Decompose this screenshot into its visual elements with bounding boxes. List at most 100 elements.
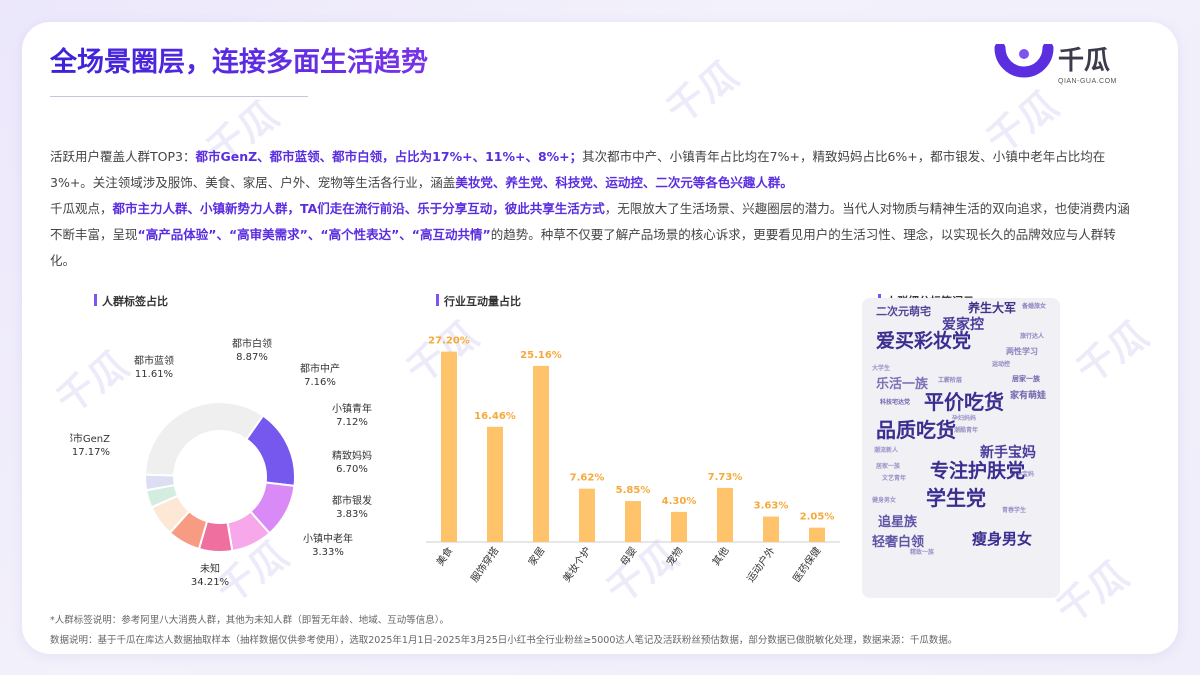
donut-value-label: 7.12%	[336, 417, 368, 428]
summary-text: ，无限放大了生活场景、兴趣圈层的潜力。当代人对物质与精神生活的双向追求，也使消费…	[50, 201, 1130, 242]
wordcloud-word: 工薪阶层	[938, 377, 963, 384]
wordcloud-word: 新手宝妈	[980, 445, 1036, 461]
summary-highlight: 都市GenZ、都市蓝领、都市白领，占比为17%+、11%+、8%+；	[195, 149, 583, 164]
bar	[533, 365, 549, 542]
bar	[809, 527, 825, 542]
bar-category-label: 服饰穿搭	[468, 544, 502, 584]
wordcloud-word: 追星族	[878, 515, 918, 530]
brand-logo: 千瓜 QIAN-GUA.COM	[994, 38, 1134, 96]
bar	[671, 511, 687, 542]
wordcloud-word: 爱买彩妆党	[876, 330, 972, 352]
donut-value-label: 6.70%	[336, 464, 368, 475]
wordcloud-word: 科技宅达党	[880, 399, 911, 406]
donut-section-label: 人群标签占比	[94, 293, 168, 309]
summary-highlight: “高产品体验”、“高审美需求”、“高个性表达”、“高互动共情”	[137, 227, 491, 242]
watermark: 千瓜	[1068, 312, 1156, 393]
donut-value-label: 8.87%	[236, 352, 268, 363]
bar-category-label: 家居	[525, 544, 547, 568]
bar-value-label: 16.46%	[474, 411, 516, 422]
wordcloud-word: 平价吃货	[924, 390, 1004, 414]
wordcloud-word: 专注护肤党	[930, 460, 1026, 482]
bar-value-label: 4.30%	[662, 496, 697, 507]
wordcloud-word: 家有萌娃	[1010, 391, 1047, 401]
donut-category-label: 都市蓝领	[134, 354, 174, 367]
wordcloud-word: 备婚旅女	[1022, 303, 1047, 310]
footnote-tag-explanation: *人群标签说明：参考阿里八大消费人群，其他为未知人群（即暂无年龄、地域、互动等信…	[50, 615, 450, 626]
summary-paragraph-1: 活跃用户覆盖人群TOP3：都市GenZ、都市蓝领、都市白领，占比为17%+、11…	[50, 144, 1130, 196]
summary-text: 其次都市中产、小镇青年占比均在7%+，精致妈妈占比6%+，都市银发、小镇中老年占…	[50, 149, 1106, 190]
wordcloud-word: 潮酷青年	[954, 427, 979, 434]
donut-category-label: 小镇中老年	[303, 532, 353, 545]
wordcloud-word: 青春学生	[1002, 507, 1027, 514]
summary-paragraph-2: 千瓜观点，都市主力人群、小镇新势力人群，TA们走在流行前沿、乐于分享互动，彼此共…	[50, 196, 1130, 274]
bar	[487, 426, 503, 542]
summary-text: 活跃用户覆盖人群TOP3：	[50, 149, 196, 164]
title-underline	[50, 96, 308, 97]
wordcloud-word: 乐活一族	[876, 377, 929, 392]
wordcloud-word: 居家一族	[1012, 375, 1040, 383]
footnote-data-explanation: 数据说明：基于千瓜在库达人数据抽取样本（抽样数据仅供参考使用），选取2025年1…	[50, 635, 958, 646]
watermark: 千瓜	[658, 52, 746, 133]
bar-category-label: 运动户外	[744, 544, 778, 584]
bar-section-label: 行业互动量占比	[436, 293, 521, 309]
bar-category-label: 美食	[433, 544, 455, 568]
wordcloud-word: 文艺青年	[882, 475, 907, 482]
wordcloud-word: 居家一族	[876, 463, 901, 470]
donut-value-label: 7.16%	[304, 377, 336, 388]
donut-category-label: 都市中产	[300, 362, 340, 375]
wordcloud-word: 大学生	[872, 365, 891, 372]
wordcloud-word: 旅行达人	[1020, 333, 1045, 340]
bar-category-label: 其他	[709, 544, 731, 568]
bar-value-label: 3.63%	[754, 501, 789, 512]
logo-sub: QIAN-GUA.COM	[1058, 78, 1117, 85]
logo-name: 千瓜	[1058, 46, 1111, 76]
wordcloud-word: 备孕宝妈	[1010, 471, 1035, 478]
donut-category-label: 都市GenZ	[70, 432, 110, 445]
bar	[625, 501, 641, 542]
wordcloud-word: 轻奢白领	[872, 535, 925, 550]
wordcloud-word: 健身男女	[872, 497, 897, 504]
bar-chart: 27.20% 美食 16.46% 服饰穿搭 25.16% 家居 7.62% 美妆个护 5.85%…	[426, 336, 840, 584]
donut-category-label: 精致妈妈	[332, 449, 372, 462]
bar-value-label: 7.73%	[708, 472, 743, 483]
wordcloud-word: 精致一族	[910, 549, 935, 556]
bar-value-label: 2.05%	[800, 512, 835, 523]
bar-category-label: 宠物	[663, 544, 685, 568]
donut-value-label: 34.21%	[191, 577, 229, 588]
wordcloud-word: 两性学习	[1006, 347, 1038, 356]
bar-category-label: 母婴	[618, 545, 639, 568]
bar-category-label: 美妆个护	[560, 544, 594, 584]
tag-wordcloud: 二次元萌宅 养生大军 备婚旅女爱家控旅行达人 爱买彩妆党两性学习大学生乐活一族 运动控工…	[862, 298, 1060, 598]
wordcloud-word: 潮流新人	[874, 447, 899, 454]
donut-category-label: 未知	[200, 562, 220, 575]
bar	[441, 351, 457, 542]
page-title: 全场景圈层，连接多面生活趋势	[50, 40, 428, 79]
bar-value-label: 7.62%	[570, 473, 605, 484]
summary-highlight: 美妆党、养生党、科技党、运动控、二次元等各色兴趣人群。	[455, 175, 793, 190]
donut-category-label: 都市白领	[232, 337, 272, 350]
summary-text: 千瓜观点，	[50, 201, 113, 216]
wordcloud-word: 二次元萌宅	[876, 305, 931, 318]
wordcloud-word: 学生党	[926, 486, 986, 510]
bar-value-label: 27.20%	[428, 336, 470, 347]
wordcloud-word: 孕妇妈妈	[952, 415, 977, 422]
bar-category-label: 医药保健	[790, 544, 824, 584]
qiangua-logo-icon	[994, 44, 1054, 78]
wordcloud-word: 瘦身男女	[972, 530, 1033, 548]
donut-value-label: 11.61%	[135, 369, 173, 380]
donut-category-label: 小镇青年	[332, 402, 372, 415]
donut-category-label: 都市银发	[332, 494, 372, 507]
bar-value-label: 5.85%	[616, 485, 651, 496]
donut-value-label: 3.83%	[336, 509, 368, 520]
donut-value-label: 3.33%	[312, 547, 344, 558]
donut-value-label: 17.17%	[72, 447, 110, 458]
summary-text: 的趋势。种草不仅要了解产品场景的核心诉求，更要看见用户的生活习性、理念，以实现长…	[50, 227, 1116, 268]
bar	[717, 487, 733, 542]
wordcloud-word: 运动控	[992, 361, 1011, 368]
donut-slice	[144, 401, 265, 477]
wordcloud-word: 爱家控	[942, 317, 984, 333]
wordcloud-word: 养生大军	[968, 301, 1017, 315]
bar-value-label: 25.16%	[520, 350, 562, 361]
summary-highlight: 都市主力人群、小镇新势力人群，TA们走在流行前沿、乐于分享互动，彼此共享生活方式	[112, 201, 605, 216]
bar	[579, 488, 595, 542]
